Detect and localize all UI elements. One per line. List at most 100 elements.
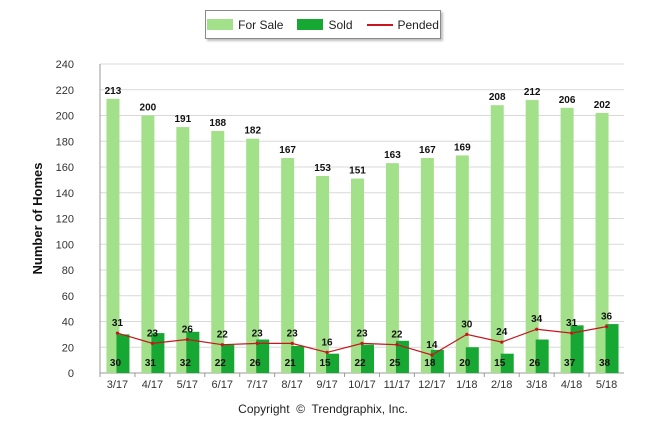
- pended-point: [220, 343, 224, 347]
- data-label-sold: 18: [424, 358, 436, 369]
- bar-for-sale: [106, 98, 120, 373]
- pended-point: [290, 341, 294, 345]
- bar-sold: [465, 347, 479, 373]
- y-tick-label: 120: [56, 214, 74, 226]
- x-tick-label: 1/18: [456, 379, 477, 391]
- pended-point: [430, 353, 434, 357]
- data-label-pended: 14: [426, 340, 438, 351]
- x-tick-label: 9/17: [316, 379, 337, 391]
- data-label-for-sale: 169: [454, 142, 471, 153]
- bar-sold: [116, 334, 130, 373]
- data-label-sold: 26: [250, 358, 262, 369]
- pended-point: [185, 337, 189, 342]
- pended-point: [535, 327, 539, 331]
- data-label-for-sale: 208: [489, 92, 506, 103]
- bar-sold: [500, 353, 514, 373]
- data-label-sold: 22: [354, 358, 366, 369]
- data-label-for-sale: 200: [140, 103, 157, 114]
- pended-point: [360, 341, 364, 345]
- data-label-for-sale: 182: [244, 126, 261, 137]
- y-axis-title: Number of Homes: [30, 163, 45, 275]
- data-label-pended: 26: [182, 325, 194, 336]
- x-tick-label: 11/17: [384, 379, 411, 391]
- data-label-pended: 24: [496, 327, 508, 338]
- y-tick-label: 40: [62, 317, 74, 329]
- data-label-sold: 31: [145, 358, 157, 369]
- data-label-sold: 38: [599, 358, 611, 369]
- legend-item-for-sale: For Sale: [207, 18, 283, 32]
- legend: For Sale Sold Pended: [205, 10, 441, 39]
- data-label-pended: 23: [147, 328, 159, 339]
- pended-point: [465, 332, 469, 336]
- bar-for-sale: [351, 178, 364, 373]
- data-label-pended: 34: [531, 314, 543, 325]
- data-label-for-sale: 202: [594, 100, 611, 111]
- data-label-for-sale: 188: [209, 118, 226, 129]
- pended-point: [570, 331, 574, 335]
- for-sale-swatch: [207, 19, 234, 30]
- bar-for-sale: [246, 138, 260, 373]
- bar-for-sale: [525, 100, 539, 374]
- bar-for-sale: [385, 163, 399, 373]
- x-tick-label: 6/17: [212, 379, 233, 391]
- bar-for-sale: [560, 107, 574, 374]
- bar-sold: [221, 344, 235, 373]
- bar-for-sale: [455, 155, 469, 373]
- copyright-prefix: Copyright: [238, 402, 290, 416]
- data-label-sold: 26: [529, 358, 541, 369]
- x-tick-label: 4/18: [561, 379, 582, 391]
- data-label-sold: 22: [215, 358, 227, 369]
- data-label-for-sale: 153: [314, 163, 331, 174]
- legend-label-pended: Pended: [397, 17, 439, 32]
- copyright-owner: Trendgraphix, Inc.: [311, 402, 408, 416]
- data-label-for-sale: 191: [174, 114, 191, 125]
- data-label-for-sale: 151: [349, 166, 366, 177]
- y-tick-label: 160: [56, 162, 74, 174]
- bar-sold: [326, 353, 340, 373]
- y-tick-label: 0: [68, 368, 74, 380]
- data-label-sold: 30: [110, 358, 122, 369]
- x-tick-label: 12/17: [418, 379, 446, 391]
- x-tick-label: 8/17: [281, 379, 302, 391]
- data-label-sold: 32: [180, 358, 192, 369]
- data-label-pended: 23: [252, 328, 264, 339]
- legend-item-sold: Sold: [297, 17, 353, 32]
- pended-point: [500, 340, 504, 344]
- bar-for-sale: [141, 115, 155, 373]
- y-tick-label: 200: [56, 111, 74, 123]
- data-label-pended: 16: [322, 337, 334, 348]
- legend-label-for-sale: For Sale: [238, 17, 284, 32]
- data-label-pended: 31: [566, 318, 578, 329]
- y-tick-label: 140: [56, 188, 74, 200]
- bar-sold: [535, 339, 549, 373]
- data-label-sold: 25: [389, 358, 401, 369]
- y-tick-label: 100: [56, 239, 74, 251]
- legend-label-sold: Sold: [328, 17, 353, 32]
- data-label-sold: 15: [320, 358, 332, 369]
- x-tick-label: 2/18: [491, 379, 512, 391]
- data-label-pended: 30: [461, 319, 473, 330]
- data-label-pended: 23: [287, 328, 299, 339]
- data-label-sold: 15: [494, 358, 506, 369]
- x-tick-label: 7/17: [246, 379, 267, 391]
- pended-point: [115, 331, 120, 335]
- bar-for-sale: [490, 105, 504, 373]
- data-label-for-sale: 213: [105, 86, 122, 97]
- data-label-pended: 23: [356, 328, 368, 339]
- pended-point: [395, 343, 399, 347]
- y-tick-label: 220: [56, 85, 74, 97]
- y-tick-label: 180: [56, 136, 74, 148]
- bar-sold: [291, 345, 305, 373]
- pended-swatch: [366, 23, 393, 26]
- pended-point: [255, 341, 259, 345]
- data-label-pended: 22: [217, 330, 229, 341]
- bar-sold: [430, 349, 444, 373]
- y-tick-label: 240: [56, 59, 74, 71]
- data-label-for-sale: 212: [524, 87, 541, 98]
- legend-item-pended: Pended: [366, 17, 439, 32]
- bar-for-sale: [316, 176, 330, 373]
- data-label-pended: 22: [391, 330, 403, 341]
- data-label-pended: 36: [601, 312, 613, 323]
- bar-sold: [395, 340, 409, 373]
